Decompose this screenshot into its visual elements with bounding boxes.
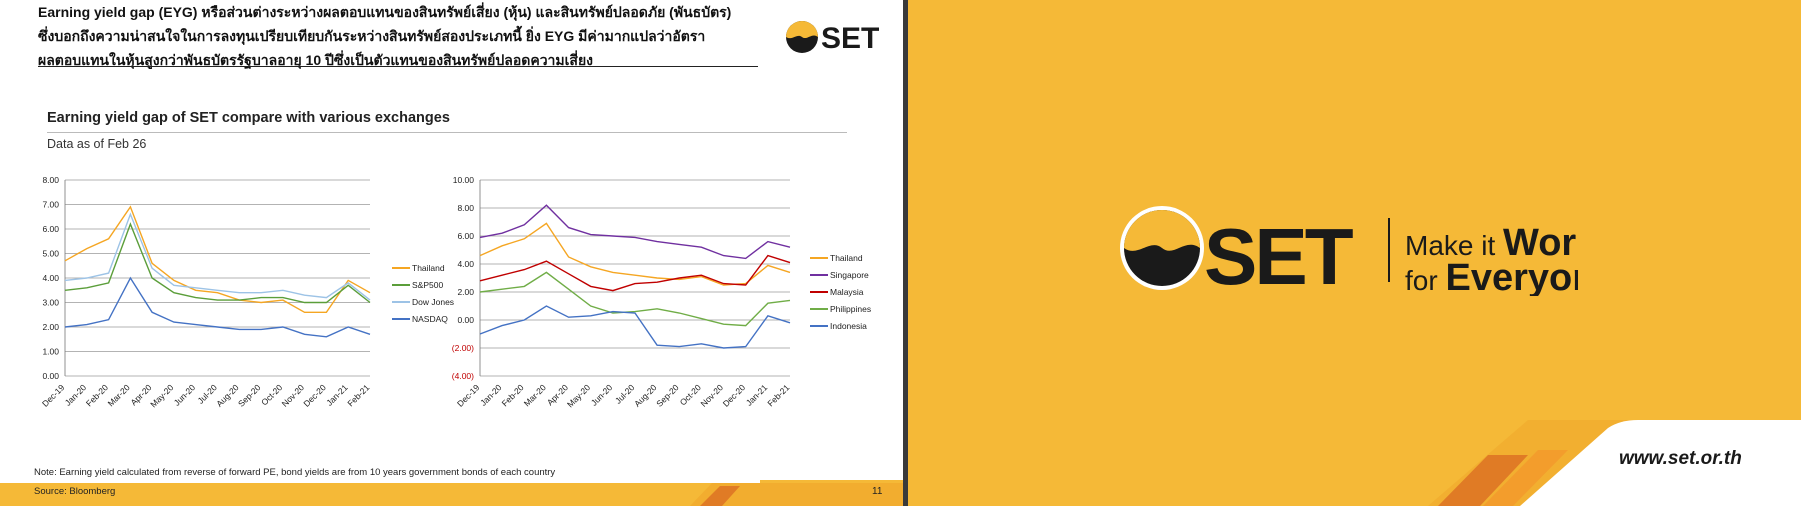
x-tick-label: Dec-19	[40, 382, 67, 409]
x-tick-label: Sep-20	[236, 382, 263, 409]
x-tick-label: Aug-20	[632, 382, 659, 409]
x-tick-label: Mar-20	[522, 382, 548, 408]
chart-subtitle: Data as of Feb 26	[47, 137, 147, 151]
footnote: Note: Earning yield calculated from reve…	[34, 467, 556, 478]
x-tick-label: Dec-19	[455, 382, 482, 409]
tagline-work: Work	[1503, 222, 1578, 264]
lockup-divider	[1388, 218, 1390, 282]
website-url[interactable]: www.set.or.th	[1619, 448, 1742, 469]
y-tick-label: 8.00	[457, 203, 474, 213]
y-tick-label: 2.00	[42, 322, 59, 332]
series-line-s-p500	[64, 222, 371, 304]
y-tick-label: 10.00	[453, 175, 475, 185]
legend-label: NASDAQ	[412, 314, 448, 324]
corner-decoration	[1428, 420, 1801, 506]
series-line-thailand	[64, 205, 371, 314]
y-tick-label: 1.00	[42, 347, 59, 357]
x-tick-label: Jun-20	[172, 382, 198, 408]
x-tick-label: Feb-20	[500, 382, 526, 408]
y-tick-label: (4.00)	[452, 371, 474, 381]
legend-label: Philippines	[830, 304, 871, 314]
series-line-singapore	[479, 204, 791, 260]
chart-asean-markets: (4.00) (2.00) 0.00 2.00 4.00 6.00 8.00 10.00 Dec…	[452, 175, 871, 409]
legend-label: Malaysia	[830, 287, 864, 297]
x-tick-label: Jan-21	[744, 382, 770, 408]
y-tick-label: 2.00	[457, 287, 474, 297]
y-tick-label: 5.00	[42, 249, 59, 259]
slide-heading: Earning yield gap (EYG) หรือส่วนต่างระหว…	[38, 0, 758, 72]
series-line-thailand	[479, 222, 791, 286]
x-tick-label: Dec-20	[721, 382, 748, 409]
x-tick-label: Feb-21	[345, 382, 371, 408]
legend-label: Indonesia	[830, 321, 867, 331]
y-tick-label: 0.00	[457, 315, 474, 325]
x-tick-label: Sep-20	[654, 382, 681, 409]
footer-decoration	[0, 480, 903, 506]
x-tick-label: Feb-20	[84, 382, 110, 408]
content-slide: Earning yield gap (EYG) หรือส่วนต่างระหว…	[0, 0, 903, 506]
x-tick-label: Nov-20	[699, 382, 726, 409]
chart-title-rule	[47, 132, 847, 133]
x-tick-label: Dec-20	[301, 382, 328, 409]
tagline-make-it: Make it	[1405, 230, 1503, 261]
y-tick-label: 3.00	[42, 298, 59, 308]
legend-label: Thailand	[830, 253, 863, 263]
heading-line-3: ผลตอบแทนในหุ้นสูงกว่าพันธบัตรรัฐบาลอายุ …	[38, 52, 594, 68]
x-tick-label: Feb-21	[765, 382, 791, 408]
title-slide: SET Make it Work for Everyone www.set.or…	[908, 0, 1801, 506]
x-tick-label: Jun-20	[589, 382, 615, 408]
x-tick-label: May-20	[148, 382, 175, 409]
tagline-for: for	[1405, 265, 1445, 296]
page-number: 11	[872, 486, 883, 497]
heading-underline	[38, 66, 758, 67]
legend-label: Singapore	[830, 270, 869, 280]
y-tick-label: 7.00	[42, 200, 59, 210]
x-tick-label: Aug-20	[214, 382, 241, 409]
series-line-indonesia	[479, 305, 791, 349]
set-logo-text: SET	[821, 22, 879, 55]
set-logo: SET	[786, 21, 879, 55]
set-big-logo-text: SET	[1204, 212, 1354, 296]
y-tick-label: 6.00	[42, 224, 59, 234]
x-tick-label: Jan-20	[478, 382, 504, 408]
legend-label: Thailand	[412, 263, 445, 273]
series-line-nasdaq	[64, 276, 371, 338]
y-tick-label: (2.00)	[452, 343, 474, 353]
series-line-dow-jones	[64, 212, 371, 301]
heading-line-2: ซึ่งบอกถึงความน่าสนใจในการลงทุนเปรียบเที…	[38, 28, 706, 44]
tagline-line-2: for Everyone	[1405, 257, 1578, 296]
heading-line-1: Earning yield gap (EYG) หรือส่วนต่างระหว…	[38, 4, 732, 20]
chart-title: Earning yield gap of SET compare with va…	[47, 110, 450, 126]
chart-developed-markets: 0.00 1.00 2.00 3.00 4.00 5.00 6.00 7.00 8.00 Dec-…	[40, 175, 454, 409]
x-tick-label: May-20	[565, 382, 592, 409]
legend-label: S&P500	[412, 280, 443, 290]
y-tick-label: 4.00	[457, 259, 474, 269]
x-tick-label: Nov-20	[280, 382, 307, 409]
tagline-everyone: Everyone	[1445, 257, 1578, 296]
source-label: Source: Bloomberg	[34, 486, 116, 497]
x-tick-label: Jan-20	[63, 382, 89, 408]
y-tick-label: 6.00	[457, 231, 474, 241]
y-tick-label: 8.00	[42, 175, 59, 185]
series-line-philippines	[479, 271, 791, 327]
legend-label: Dow Jones	[412, 297, 454, 307]
y-tick-label: 4.00	[42, 273, 59, 283]
set-brand-lockup: SET Make it Work for Everyone	[1120, 206, 1578, 296]
series-line-malaysia	[479, 254, 791, 292]
y-tick-label: 0.00	[42, 371, 59, 381]
tagline-line-1: Make it Work	[1405, 222, 1578, 264]
x-tick-label: Mar-20	[106, 382, 132, 408]
x-tick-label: Jan-21	[324, 382, 350, 408]
